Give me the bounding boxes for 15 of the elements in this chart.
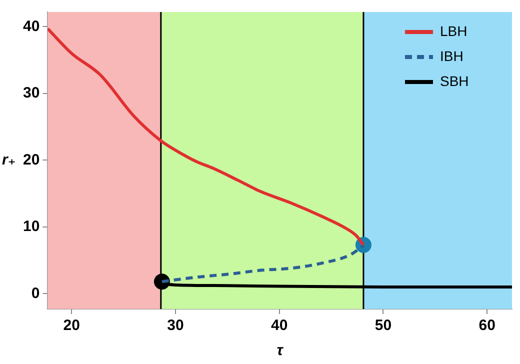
y-axis-title: r₊ bbox=[2, 152, 16, 169]
x-tick-label: 60 bbox=[478, 317, 496, 334]
y-tick-label: 10 bbox=[22, 218, 40, 236]
y-tick-label: 30 bbox=[22, 84, 40, 102]
x-axis-title: τ bbox=[276, 342, 284, 360]
legend-label: IBH bbox=[440, 48, 464, 64]
legend-label: LBH bbox=[440, 22, 468, 39]
x-tick-label: 40 bbox=[270, 317, 288, 334]
y-tick-label: 0 bbox=[31, 284, 40, 302]
x-tick-label: 30 bbox=[167, 317, 184, 334]
x-tick-label: 50 bbox=[374, 317, 392, 334]
x-tick-label: 20 bbox=[63, 317, 80, 334]
y-tick-label: 40 bbox=[22, 18, 40, 35]
legend-label: SBH bbox=[440, 72, 469, 89]
y-tick-label: 20 bbox=[22, 151, 40, 168]
